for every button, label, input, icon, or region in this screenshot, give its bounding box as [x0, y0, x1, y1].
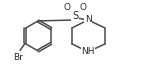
Text: Br: Br — [13, 53, 23, 62]
Text: NH: NH — [81, 47, 95, 56]
Text: S: S — [72, 11, 78, 21]
Text: N: N — [85, 15, 91, 24]
Text: O: O — [80, 4, 87, 12]
Text: O: O — [63, 4, 70, 12]
